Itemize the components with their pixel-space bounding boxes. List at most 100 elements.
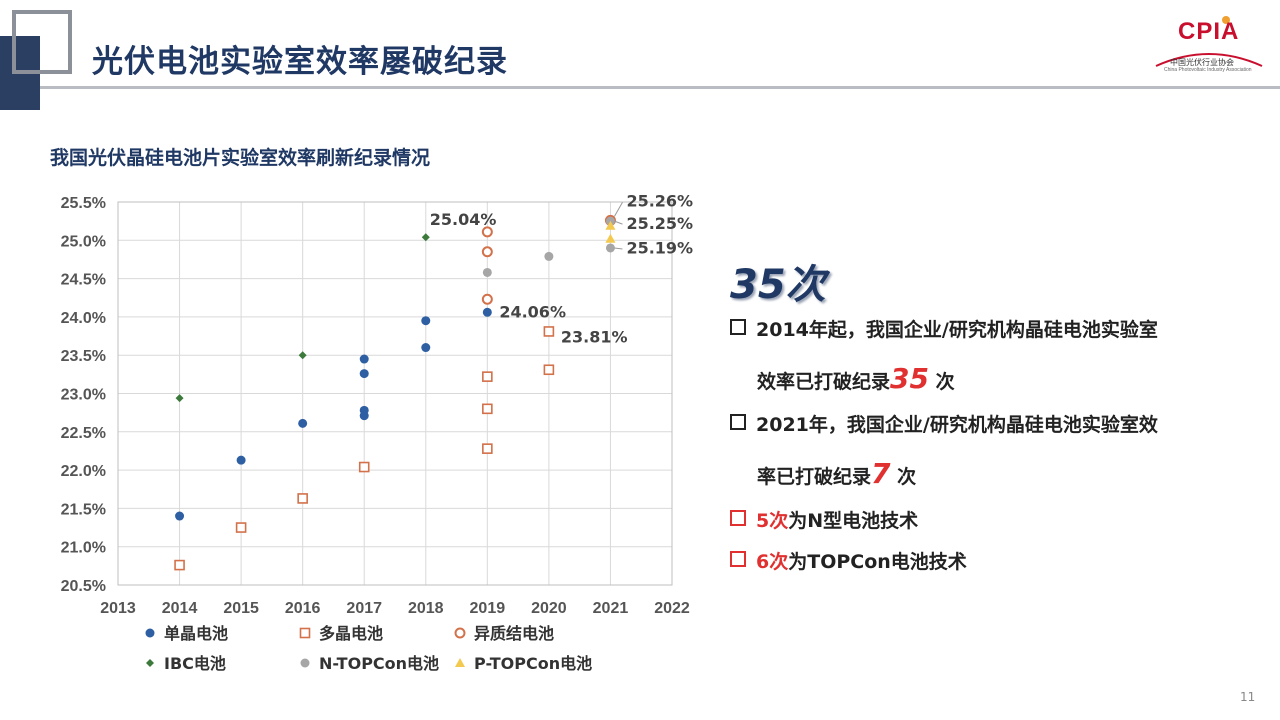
hjt-point: [481, 246, 493, 258]
plot-area: [117, 201, 673, 586]
hjt-point: [481, 226, 493, 238]
data-label: 25.04%: [430, 210, 497, 229]
y-tick-label: 24.5%: [61, 272, 106, 289]
slide-title: 光伏电池实验室效率屡破纪录: [92, 44, 508, 80]
x-tick-label: 2015: [223, 600, 259, 617]
title-divider: [40, 86, 1280, 89]
legend-marker: [299, 627, 311, 639]
x-tick-label: 2014: [162, 600, 198, 617]
legend-label: 异质结电池: [474, 624, 554, 643]
legend-marker: [454, 627, 466, 639]
mono-point: [421, 343, 431, 353]
bullet-2: 2021年，我国企业/研究机构晶硅电池实验室效: [730, 410, 1158, 437]
leader-line: [614, 202, 623, 217]
page-number: 11: [1240, 690, 1256, 704]
x-tick-label: 2019: [470, 600, 506, 617]
bullet-4-text: 为TOPCon电池技术: [788, 551, 967, 573]
mono-point: [482, 307, 492, 317]
multi-point: [482, 371, 493, 382]
ibc-point: [421, 233, 430, 242]
checkbox-square-icon: [730, 319, 746, 335]
bullet-4-red: 6次: [756, 551, 789, 573]
mono-point: [421, 316, 431, 326]
y-tick-label: 22.5%: [61, 425, 106, 442]
legend-marker: [300, 658, 310, 668]
bullet-1-cont-post: 次: [935, 371, 955, 393]
legend-label: 多晶电池: [319, 624, 383, 643]
mono-point: [298, 418, 308, 428]
bullet-3-red: 5次: [756, 510, 789, 532]
checkbox-square-icon: [730, 551, 746, 567]
y-tick-label: 21.5%: [61, 501, 106, 518]
bullet-2-cont: 率已打破纪录7 次: [757, 457, 916, 490]
mono-point: [236, 455, 246, 465]
mono-point: [359, 354, 369, 364]
bullet-1-num: 35: [890, 362, 929, 395]
x-tick-label: 2017: [346, 600, 382, 617]
y-tick-label: 25.5%: [61, 195, 106, 212]
y-tick-label: 20.5%: [61, 578, 106, 595]
legend-label: 单晶电池: [164, 624, 228, 643]
multi-point: [482, 443, 493, 454]
y-tick-label: 21.0%: [61, 540, 106, 557]
x-tick-label: 2022: [654, 600, 690, 617]
big-number: 35次: [730, 262, 826, 308]
multi-point: [174, 559, 185, 571]
ntopcon-point: [605, 243, 615, 253]
logo-org-en: China Photovoltaic Industry Association: [1164, 67, 1252, 73]
x-tick-label: 2013: [100, 600, 136, 617]
logo-text: CPIA: [1178, 18, 1240, 45]
legend-label: IBC电池: [164, 654, 226, 673]
ptopcon-point: [605, 220, 616, 230]
mono-point: [359, 405, 369, 415]
y-tick-label: 24.0%: [61, 310, 106, 327]
bullet-3-text: 为N型电池技术: [788, 510, 919, 532]
data-label: 23.81%: [561, 327, 628, 346]
hjt-point: [481, 293, 493, 305]
bullet-2-num: 7: [871, 457, 891, 490]
ntopcon-point: [544, 251, 554, 261]
multi-point: [543, 326, 555, 337]
multi-point: [543, 364, 555, 376]
decor-frame: [12, 10, 72, 74]
checkbox-square-icon: [730, 414, 746, 430]
data-label: 24.06%: [499, 302, 566, 321]
chart-subtitle: 我国光伏晶硅电池片实验室效率刷新纪录情况: [50, 147, 431, 169]
data-label: 25.26%: [626, 191, 693, 210]
bullet-2-cont-pre: 率已打破纪录: [757, 466, 872, 488]
x-tick-label: 2016: [285, 600, 321, 617]
bullet-1-cont: 效率已打破纪录35 次: [757, 362, 955, 395]
y-tick-label: 23.5%: [61, 348, 106, 365]
x-tick-label: 2018: [408, 600, 444, 617]
mono-point: [175, 511, 185, 521]
ptopcon-point: [605, 233, 616, 243]
bullet-1-text: 2014年起，我国企业/研究机构晶硅电池实验室: [756, 319, 1158, 341]
bullet-2-text: 2021年，我国企业/研究机构晶硅电池实验室效: [756, 414, 1158, 436]
multi-point: [358, 461, 370, 473]
logo-org: 中国光伏行业协会: [1170, 58, 1234, 67]
legend-marker: [146, 659, 154, 667]
y-tick-label: 23.0%: [61, 387, 106, 404]
checkbox-square-icon: [730, 510, 746, 526]
legend-label: P-TOPCon电池: [474, 654, 592, 673]
multi-point: [482, 403, 493, 415]
x-tick-label: 2021: [593, 600, 629, 617]
ibc-point: [298, 351, 307, 360]
multi-point: [297, 493, 308, 504]
data-label: 25.25%: [626, 214, 693, 233]
leader-line: [614, 220, 623, 225]
bullet-1-cont-pre: 效率已打破纪录: [757, 371, 891, 393]
y-tick-label: 25.0%: [61, 233, 106, 250]
bullet-1: 2014年起，我国企业/研究机构晶硅电池实验室: [730, 315, 1158, 342]
efficiency-scatter-chart: 20.5% 21.0% 21.5% 22.0% 22.5% 23.0% 23.5% 24.0%…: [61, 191, 693, 673]
legend-label: N-TOPCon电池: [319, 654, 439, 673]
bullet-3: 5次为N型电池技术: [730, 506, 918, 533]
ibc-point: [175, 394, 184, 403]
ntopcon-point: [482, 267, 492, 277]
data-label: 25.19%: [626, 239, 693, 258]
legend-marker: [145, 628, 155, 638]
multi-point: [235, 522, 247, 533]
mono-point: [359, 369, 369, 379]
x-tick-label: 2020: [531, 600, 567, 617]
y-tick-label: 22.0%: [61, 463, 106, 480]
